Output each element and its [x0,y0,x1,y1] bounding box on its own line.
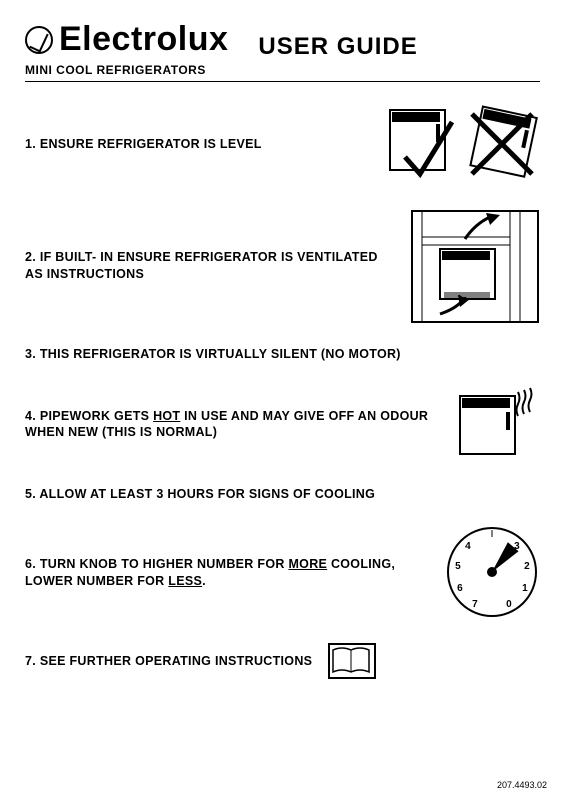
page-subtitle: MINI COOL REFRIGERATORS [25,63,540,82]
svg-text:0: 0 [506,599,512,610]
svg-text:4: 4 [465,541,471,552]
instruction-3-text: 3. THIS REFRIGERATOR IS VIRTUALLY SILENT… [25,346,540,363]
instruction-5-text: 5. ALLOW AT LEAST 3 HOURS FOR SIGNS OF C… [25,486,540,503]
page-title: USER GUIDE [258,33,417,61]
instruction-6-text: 6. TURN KNOB TO HIGHER NUMBER FOR MORE C… [25,556,430,590]
brand: Electrolux [25,20,228,59]
svg-text:1: 1 [522,583,528,594]
svg-text:7: 7 [472,599,478,610]
instruction-3: 3. THIS REFRIGERATOR IS VIRTUALLY SILENT… [25,346,540,363]
instruction-7-text: 7. SEE FURTHER OPERATING INSTRUCTIONS [25,653,312,670]
brand-name: Electrolux [59,20,228,59]
fridge-heat-icon [450,384,540,464]
svg-text:5: 5 [455,561,461,572]
svg-text:3: 3 [514,541,520,552]
fridge-ventilation-icon [410,209,540,324]
fridge-level-icon [380,102,540,187]
instruction-2-text: 2. IF BUILT- IN ENSURE REFRIGERATOR IS V… [25,249,395,283]
instruction-4-text: 4. PIPEWORK GETS HOT IN USE AND MAY GIVE… [25,408,435,442]
instruction-1-text: 1. ENSURE REFRIGERATOR IS LEVEL [25,136,365,153]
instruction-5: 5. ALLOW AT LEAST 3 HOURS FOR SIGNS OF C… [25,486,540,503]
instruction-2: 2. IF BUILT- IN ENSURE REFRIGERATOR IS V… [25,209,540,324]
instruction-4: 4. PIPEWORK GETS HOT IN USE AND MAY GIVE… [25,384,540,464]
control-dial-icon: 3 2 1 0 7 6 5 4 [445,525,540,620]
instruction-1: 1. ENSURE REFRIGERATOR IS LEVEL [25,102,540,187]
svg-text:2: 2 [524,561,530,572]
document-number: 207.4493.02 [497,780,547,790]
svg-text:6: 6 [457,583,463,594]
manual-book-icon [327,642,377,680]
brand-logo-icon [25,26,53,54]
instruction-6: 6. TURN KNOB TO HIGHER NUMBER FOR MORE C… [25,525,540,620]
instruction-7: 7. SEE FURTHER OPERATING INSTRUCTIONS [25,642,540,680]
page-header: Electrolux USER GUIDE [25,20,540,61]
